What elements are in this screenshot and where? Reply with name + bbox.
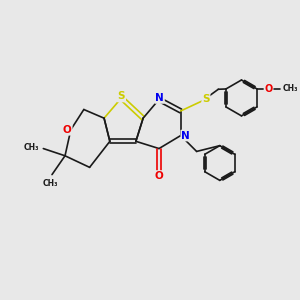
Text: O: O xyxy=(155,171,164,181)
Text: CH₃: CH₃ xyxy=(282,85,298,94)
Text: CH₃: CH₃ xyxy=(23,142,39,152)
Text: CH₃: CH₃ xyxy=(43,179,58,188)
Text: O: O xyxy=(264,84,273,94)
Text: O: O xyxy=(63,125,72,135)
Text: N: N xyxy=(181,130,190,140)
Text: S: S xyxy=(118,92,125,101)
Text: N: N xyxy=(155,93,164,103)
Text: S: S xyxy=(202,94,210,103)
